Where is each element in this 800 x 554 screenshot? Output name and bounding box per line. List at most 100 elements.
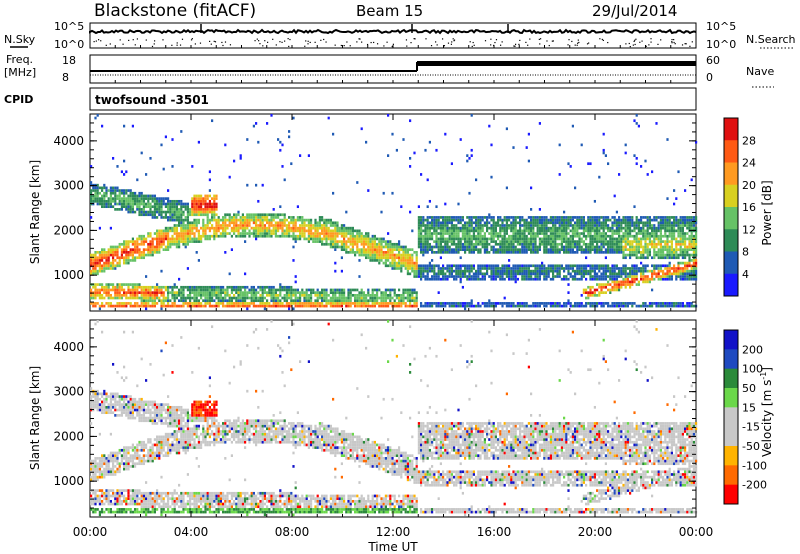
power-cell xyxy=(105,194,108,198)
power-cell xyxy=(301,226,304,230)
power-cell xyxy=(461,234,464,238)
power-cell xyxy=(604,272,607,276)
power-cell xyxy=(576,277,579,281)
power-cell xyxy=(107,264,110,268)
power-cell xyxy=(620,240,623,243)
power-cell xyxy=(567,267,570,270)
power-cell xyxy=(358,248,361,252)
power-cell xyxy=(450,226,453,230)
power-cell xyxy=(481,226,484,230)
power-cell xyxy=(189,224,192,227)
power-cell xyxy=(587,245,590,249)
power-cell xyxy=(530,272,533,276)
power-cell xyxy=(631,272,634,276)
power-cell xyxy=(536,277,539,281)
power-cell xyxy=(167,229,170,233)
power-cell xyxy=(147,199,150,203)
power-cell xyxy=(241,213,244,217)
power-cell xyxy=(571,264,574,268)
power-cell xyxy=(398,259,401,262)
power-cell xyxy=(591,277,594,281)
power-cell xyxy=(426,226,429,230)
power-cell xyxy=(92,304,95,308)
power-cell xyxy=(285,232,288,235)
power-cell xyxy=(290,293,293,297)
power-cell xyxy=(560,240,563,243)
power-cell xyxy=(459,302,462,305)
power-cell xyxy=(162,304,165,308)
power-cell xyxy=(510,277,513,281)
power-cell xyxy=(578,237,581,241)
power-cell xyxy=(615,264,618,268)
power-cell xyxy=(283,296,286,300)
power-cell xyxy=(404,251,407,254)
power-cell xyxy=(549,232,552,235)
power-cell xyxy=(193,226,196,230)
power-cell xyxy=(252,293,255,297)
power-cell xyxy=(642,277,645,281)
power-cell xyxy=(215,221,218,225)
power-cell xyxy=(202,229,205,233)
power-cell xyxy=(589,229,592,233)
power-cell xyxy=(222,288,225,292)
power-cell xyxy=(510,302,513,305)
power-cell xyxy=(316,302,319,305)
power-cell xyxy=(387,154,390,157)
power-cell xyxy=(609,275,612,278)
power-cell xyxy=(464,245,467,249)
nsearch-point xyxy=(264,40,266,42)
power-cell xyxy=(255,234,258,238)
power-cell xyxy=(477,248,480,252)
power-cell xyxy=(475,237,478,241)
nsearch-point xyxy=(513,45,515,47)
power-cell xyxy=(497,275,500,278)
power-cell xyxy=(486,224,489,227)
power-cell xyxy=(442,269,445,273)
power-cell xyxy=(142,210,145,214)
power-cell xyxy=(422,240,425,243)
power-cell xyxy=(523,242,526,246)
power-cell xyxy=(305,237,308,241)
power-cell xyxy=(415,296,418,300)
power-cell xyxy=(510,229,513,233)
power-cell xyxy=(615,272,618,276)
power-cell xyxy=(127,256,130,260)
power-cell xyxy=(455,229,458,233)
power-cell xyxy=(239,299,242,303)
power-cell xyxy=(228,224,231,227)
power-cell xyxy=(255,216,258,219)
power-cell xyxy=(114,264,117,268)
power-cell xyxy=(602,272,605,276)
nsearch-point xyxy=(441,38,444,40)
power-cell xyxy=(343,299,346,303)
power-cell xyxy=(624,280,627,284)
power-cell xyxy=(646,280,649,284)
freq-label: Freq. xyxy=(6,53,33,66)
power-cell xyxy=(596,234,599,238)
power-cell xyxy=(92,259,95,262)
power-cell xyxy=(508,269,511,273)
nsearch-point xyxy=(128,39,130,42)
power-cell xyxy=(422,272,425,276)
power-cell xyxy=(204,229,207,233)
power-cell xyxy=(351,229,354,233)
power-cell xyxy=(626,272,629,276)
power-cell xyxy=(521,232,524,235)
power-cell xyxy=(213,199,216,203)
power-cell xyxy=(492,216,495,219)
power-cell xyxy=(94,264,97,268)
power-cell xyxy=(213,226,216,230)
power-cell xyxy=(233,229,236,233)
power-cell xyxy=(611,277,614,281)
power-cell xyxy=(420,267,423,270)
sky-left-tick-top: 10^5 xyxy=(54,20,84,33)
power-cell xyxy=(497,216,500,219)
power-cell xyxy=(182,213,185,217)
power-cell xyxy=(624,256,627,260)
power-cell xyxy=(244,226,247,230)
power-cell xyxy=(123,251,126,254)
power-cell xyxy=(615,248,618,252)
power-cell xyxy=(314,218,317,222)
power-cell xyxy=(380,237,383,241)
power-cell xyxy=(492,226,495,230)
